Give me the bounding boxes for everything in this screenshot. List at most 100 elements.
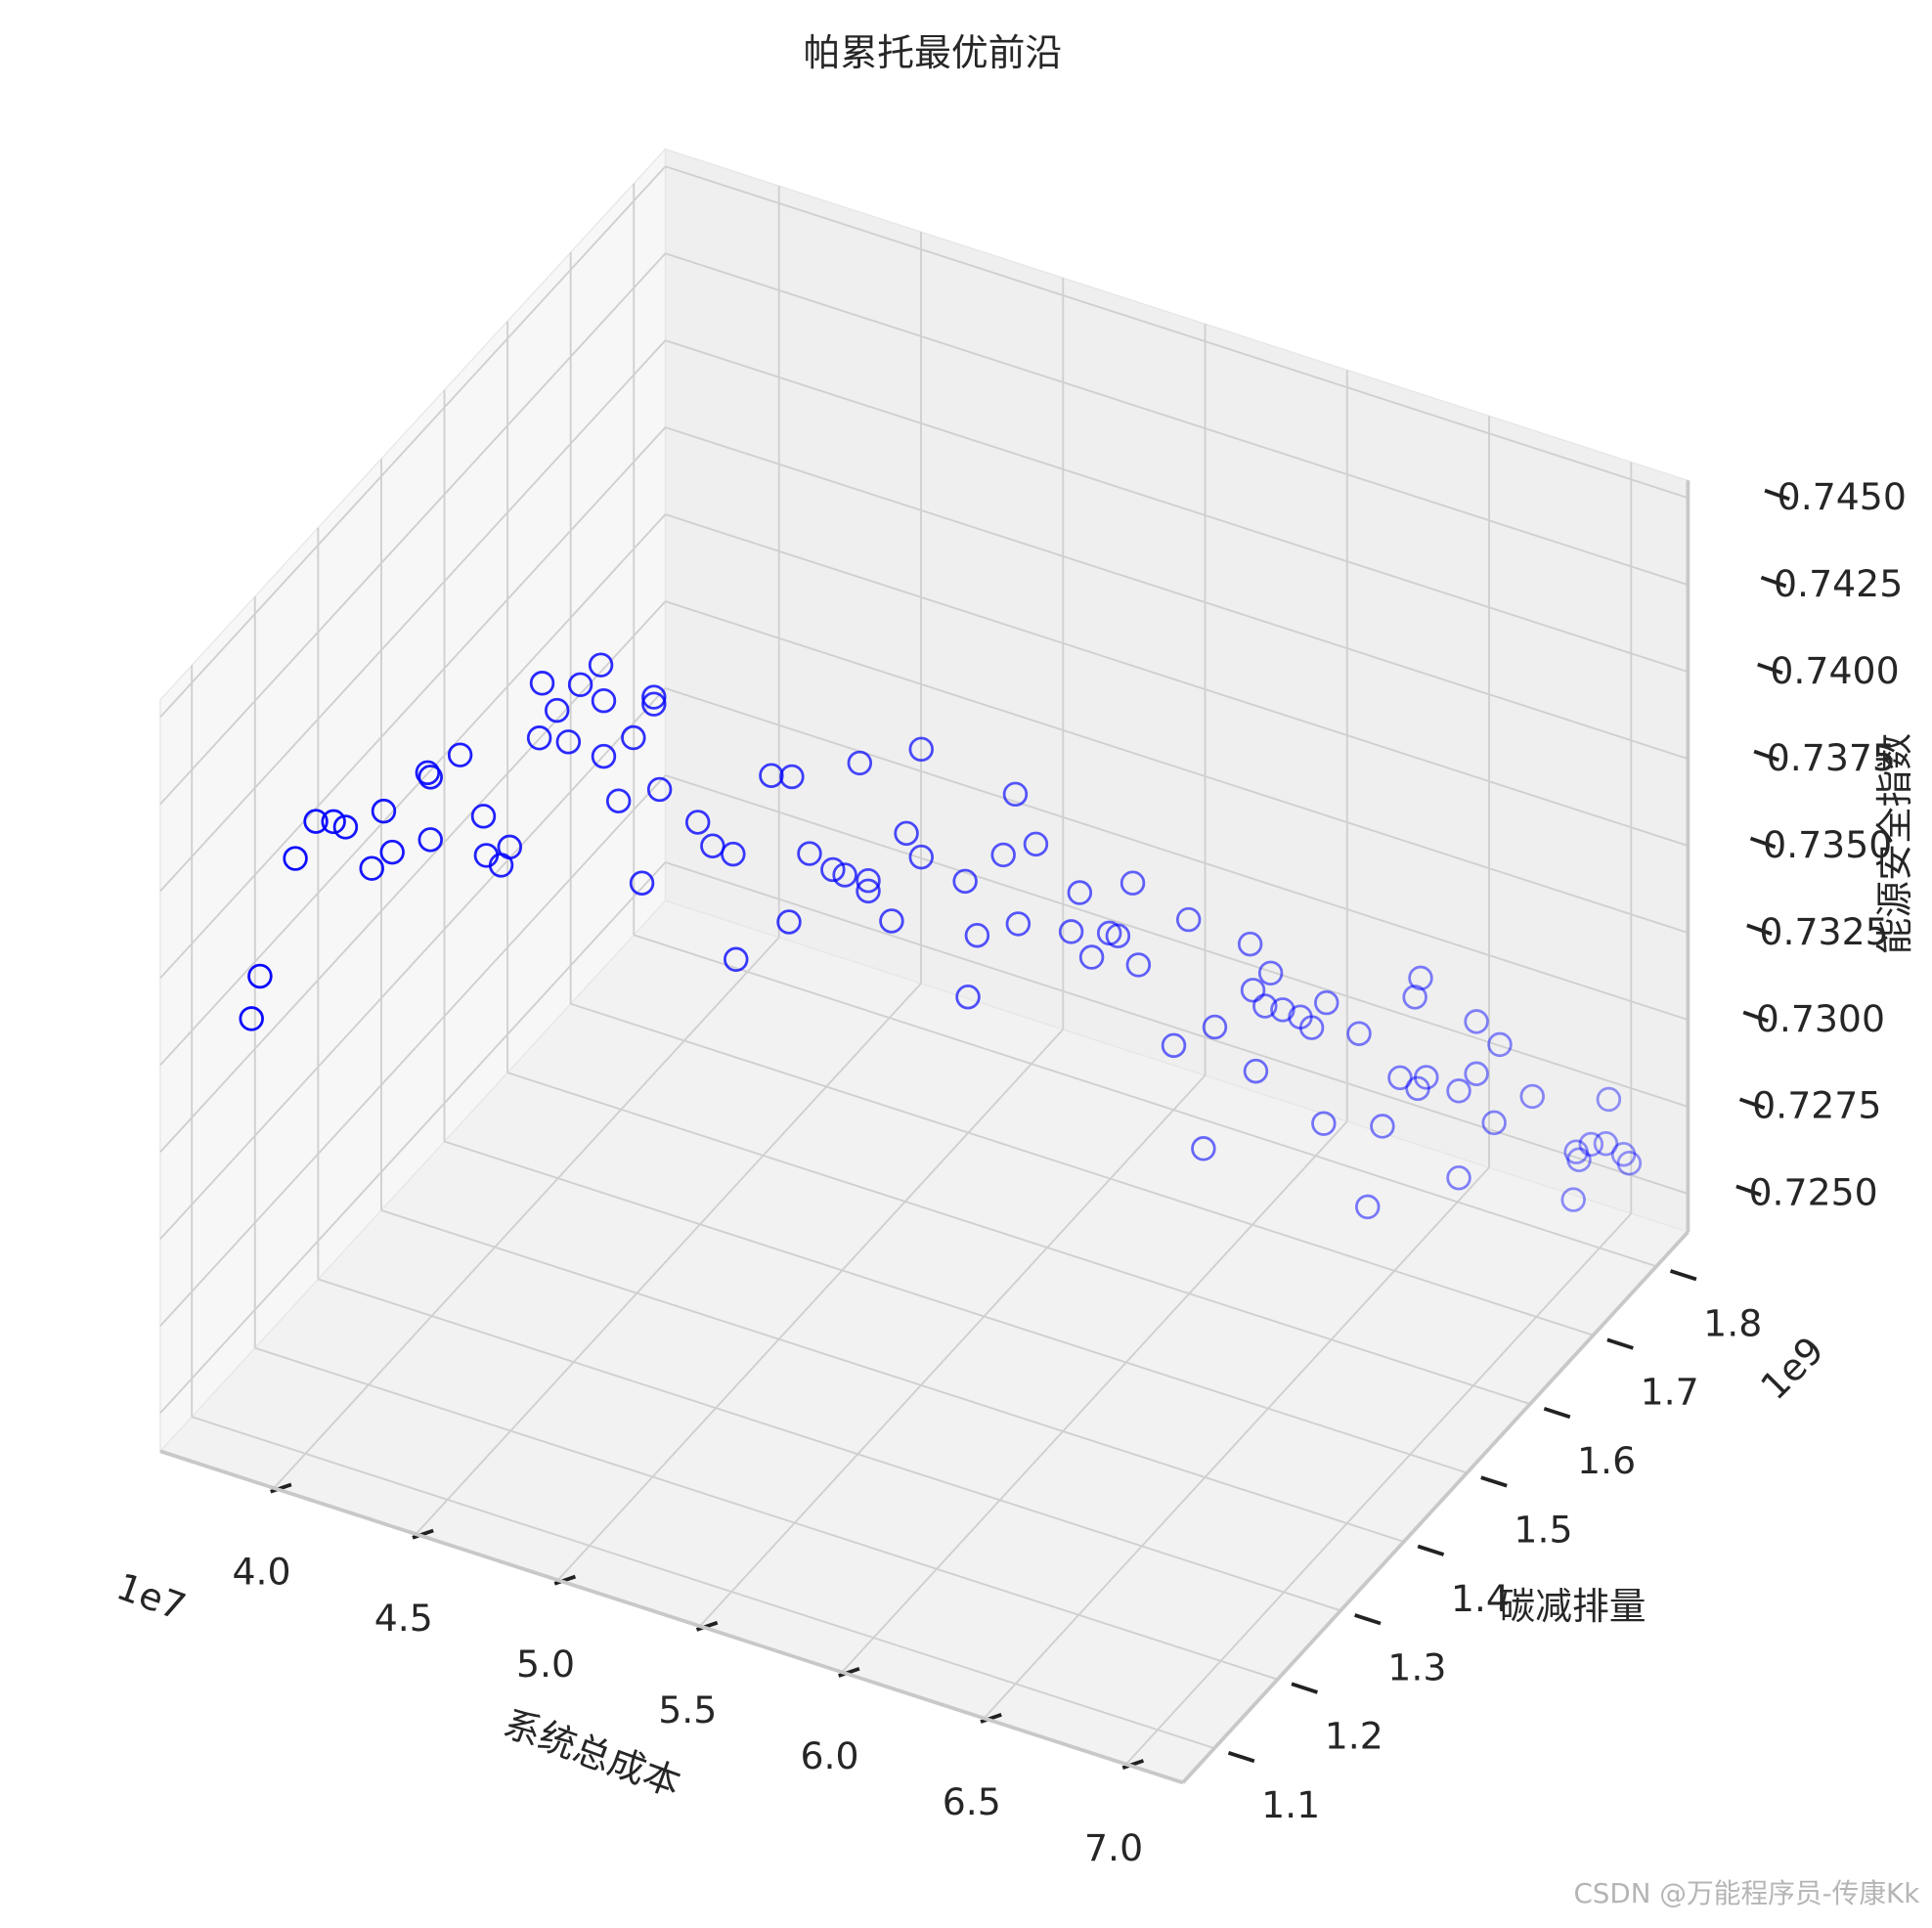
point xyxy=(415,760,441,786)
point xyxy=(646,776,673,803)
point xyxy=(1464,1061,1489,1087)
grid-line xyxy=(665,339,1689,674)
x-offset-label: 1e7 xyxy=(111,1564,192,1629)
z-tick xyxy=(1757,662,1783,676)
z-tick-label: 0.7250 xyxy=(1748,1171,1877,1214)
point xyxy=(1078,944,1105,970)
grid-line xyxy=(983,1166,1490,1720)
x-tick xyxy=(553,1574,577,1586)
x-tick xyxy=(695,1620,719,1632)
grid-line xyxy=(665,861,1689,1195)
point xyxy=(605,788,632,813)
point xyxy=(303,809,329,834)
grid-line xyxy=(159,600,667,1153)
point xyxy=(1125,952,1152,978)
y-tick-label: 1.3 xyxy=(1387,1645,1446,1688)
grid-line xyxy=(1124,1212,1632,1766)
point xyxy=(779,764,805,790)
x-axis-line xyxy=(159,1449,1184,1785)
x-tick-label: 5.5 xyxy=(658,1688,717,1731)
point xyxy=(1191,1136,1216,1161)
point xyxy=(879,908,904,934)
z-tick xyxy=(1735,1184,1762,1197)
point xyxy=(776,909,802,935)
point xyxy=(1240,978,1266,1003)
grid-line xyxy=(159,774,667,1327)
point xyxy=(955,985,981,1010)
point xyxy=(321,809,346,835)
point xyxy=(1355,1194,1381,1220)
point xyxy=(1067,880,1093,905)
grid-line xyxy=(556,1029,1064,1581)
grid-line xyxy=(254,1346,1278,1681)
x-tick xyxy=(270,1482,292,1494)
point xyxy=(641,691,667,717)
point xyxy=(1252,993,1278,1019)
point xyxy=(417,827,443,853)
grid-line xyxy=(665,600,1689,934)
point xyxy=(1370,1114,1395,1139)
y-tick-label: 1.7 xyxy=(1641,1371,1699,1414)
x-tick xyxy=(1121,1759,1145,1770)
point xyxy=(1387,1065,1413,1091)
point xyxy=(1481,1110,1507,1136)
y-tick-label: 1.8 xyxy=(1703,1301,1762,1344)
y-axis-label: 碳减排量 xyxy=(1498,1585,1646,1628)
x-tick xyxy=(980,1713,1002,1724)
point xyxy=(332,814,359,840)
x-tick xyxy=(838,1666,860,1678)
point xyxy=(1487,1031,1513,1058)
point xyxy=(1446,1165,1471,1191)
grid-line xyxy=(318,1278,1341,1612)
point xyxy=(1257,960,1284,986)
point xyxy=(621,724,646,751)
point xyxy=(1402,985,1427,1010)
y-tick-label: 1.5 xyxy=(1514,1508,1572,1551)
point xyxy=(1105,923,1131,948)
point xyxy=(379,839,405,865)
point xyxy=(1161,1032,1187,1059)
y-tick-label: 1.4 xyxy=(1451,1577,1510,1620)
x-tick-label: 6.0 xyxy=(800,1734,858,1777)
point xyxy=(856,878,881,904)
grid-line xyxy=(191,1416,1215,1750)
grid-line xyxy=(159,426,667,980)
point xyxy=(544,697,570,723)
point xyxy=(797,841,822,866)
y-tick xyxy=(1669,1269,1697,1282)
point xyxy=(1408,965,1433,991)
y-offset-label: 1e9 xyxy=(1752,1329,1832,1409)
point xyxy=(470,804,497,829)
point xyxy=(1566,1147,1592,1172)
grid-line xyxy=(159,252,667,806)
grid-line xyxy=(444,1140,1468,1474)
point xyxy=(700,833,725,858)
point xyxy=(283,846,308,871)
point xyxy=(417,765,443,790)
point xyxy=(894,820,919,847)
z-tick xyxy=(1746,923,1773,937)
point xyxy=(1298,1015,1325,1040)
axes: 4.04.55.05.56.06.57.01.11.21.31.41.51.61… xyxy=(159,475,1907,1869)
grid-line xyxy=(570,1002,1594,1336)
z-tick-label: 0.7300 xyxy=(1756,997,1885,1040)
z-tick xyxy=(1749,836,1777,850)
point xyxy=(832,862,857,888)
point xyxy=(1243,1058,1269,1084)
y-tick-label: 1.2 xyxy=(1325,1715,1383,1758)
point xyxy=(371,798,397,824)
z-tick-label: 0.7275 xyxy=(1752,1084,1881,1127)
point xyxy=(1120,870,1146,896)
point xyxy=(1237,931,1263,957)
x-tick-label: 4.5 xyxy=(374,1597,433,1640)
x-tick-label: 7.0 xyxy=(1084,1826,1143,1869)
point xyxy=(1202,1014,1228,1040)
panes xyxy=(158,147,1690,1784)
point xyxy=(555,729,582,755)
z-tick-label: 0.7450 xyxy=(1778,475,1907,518)
point xyxy=(1519,1083,1545,1110)
point xyxy=(1311,1111,1337,1136)
point xyxy=(447,742,473,767)
